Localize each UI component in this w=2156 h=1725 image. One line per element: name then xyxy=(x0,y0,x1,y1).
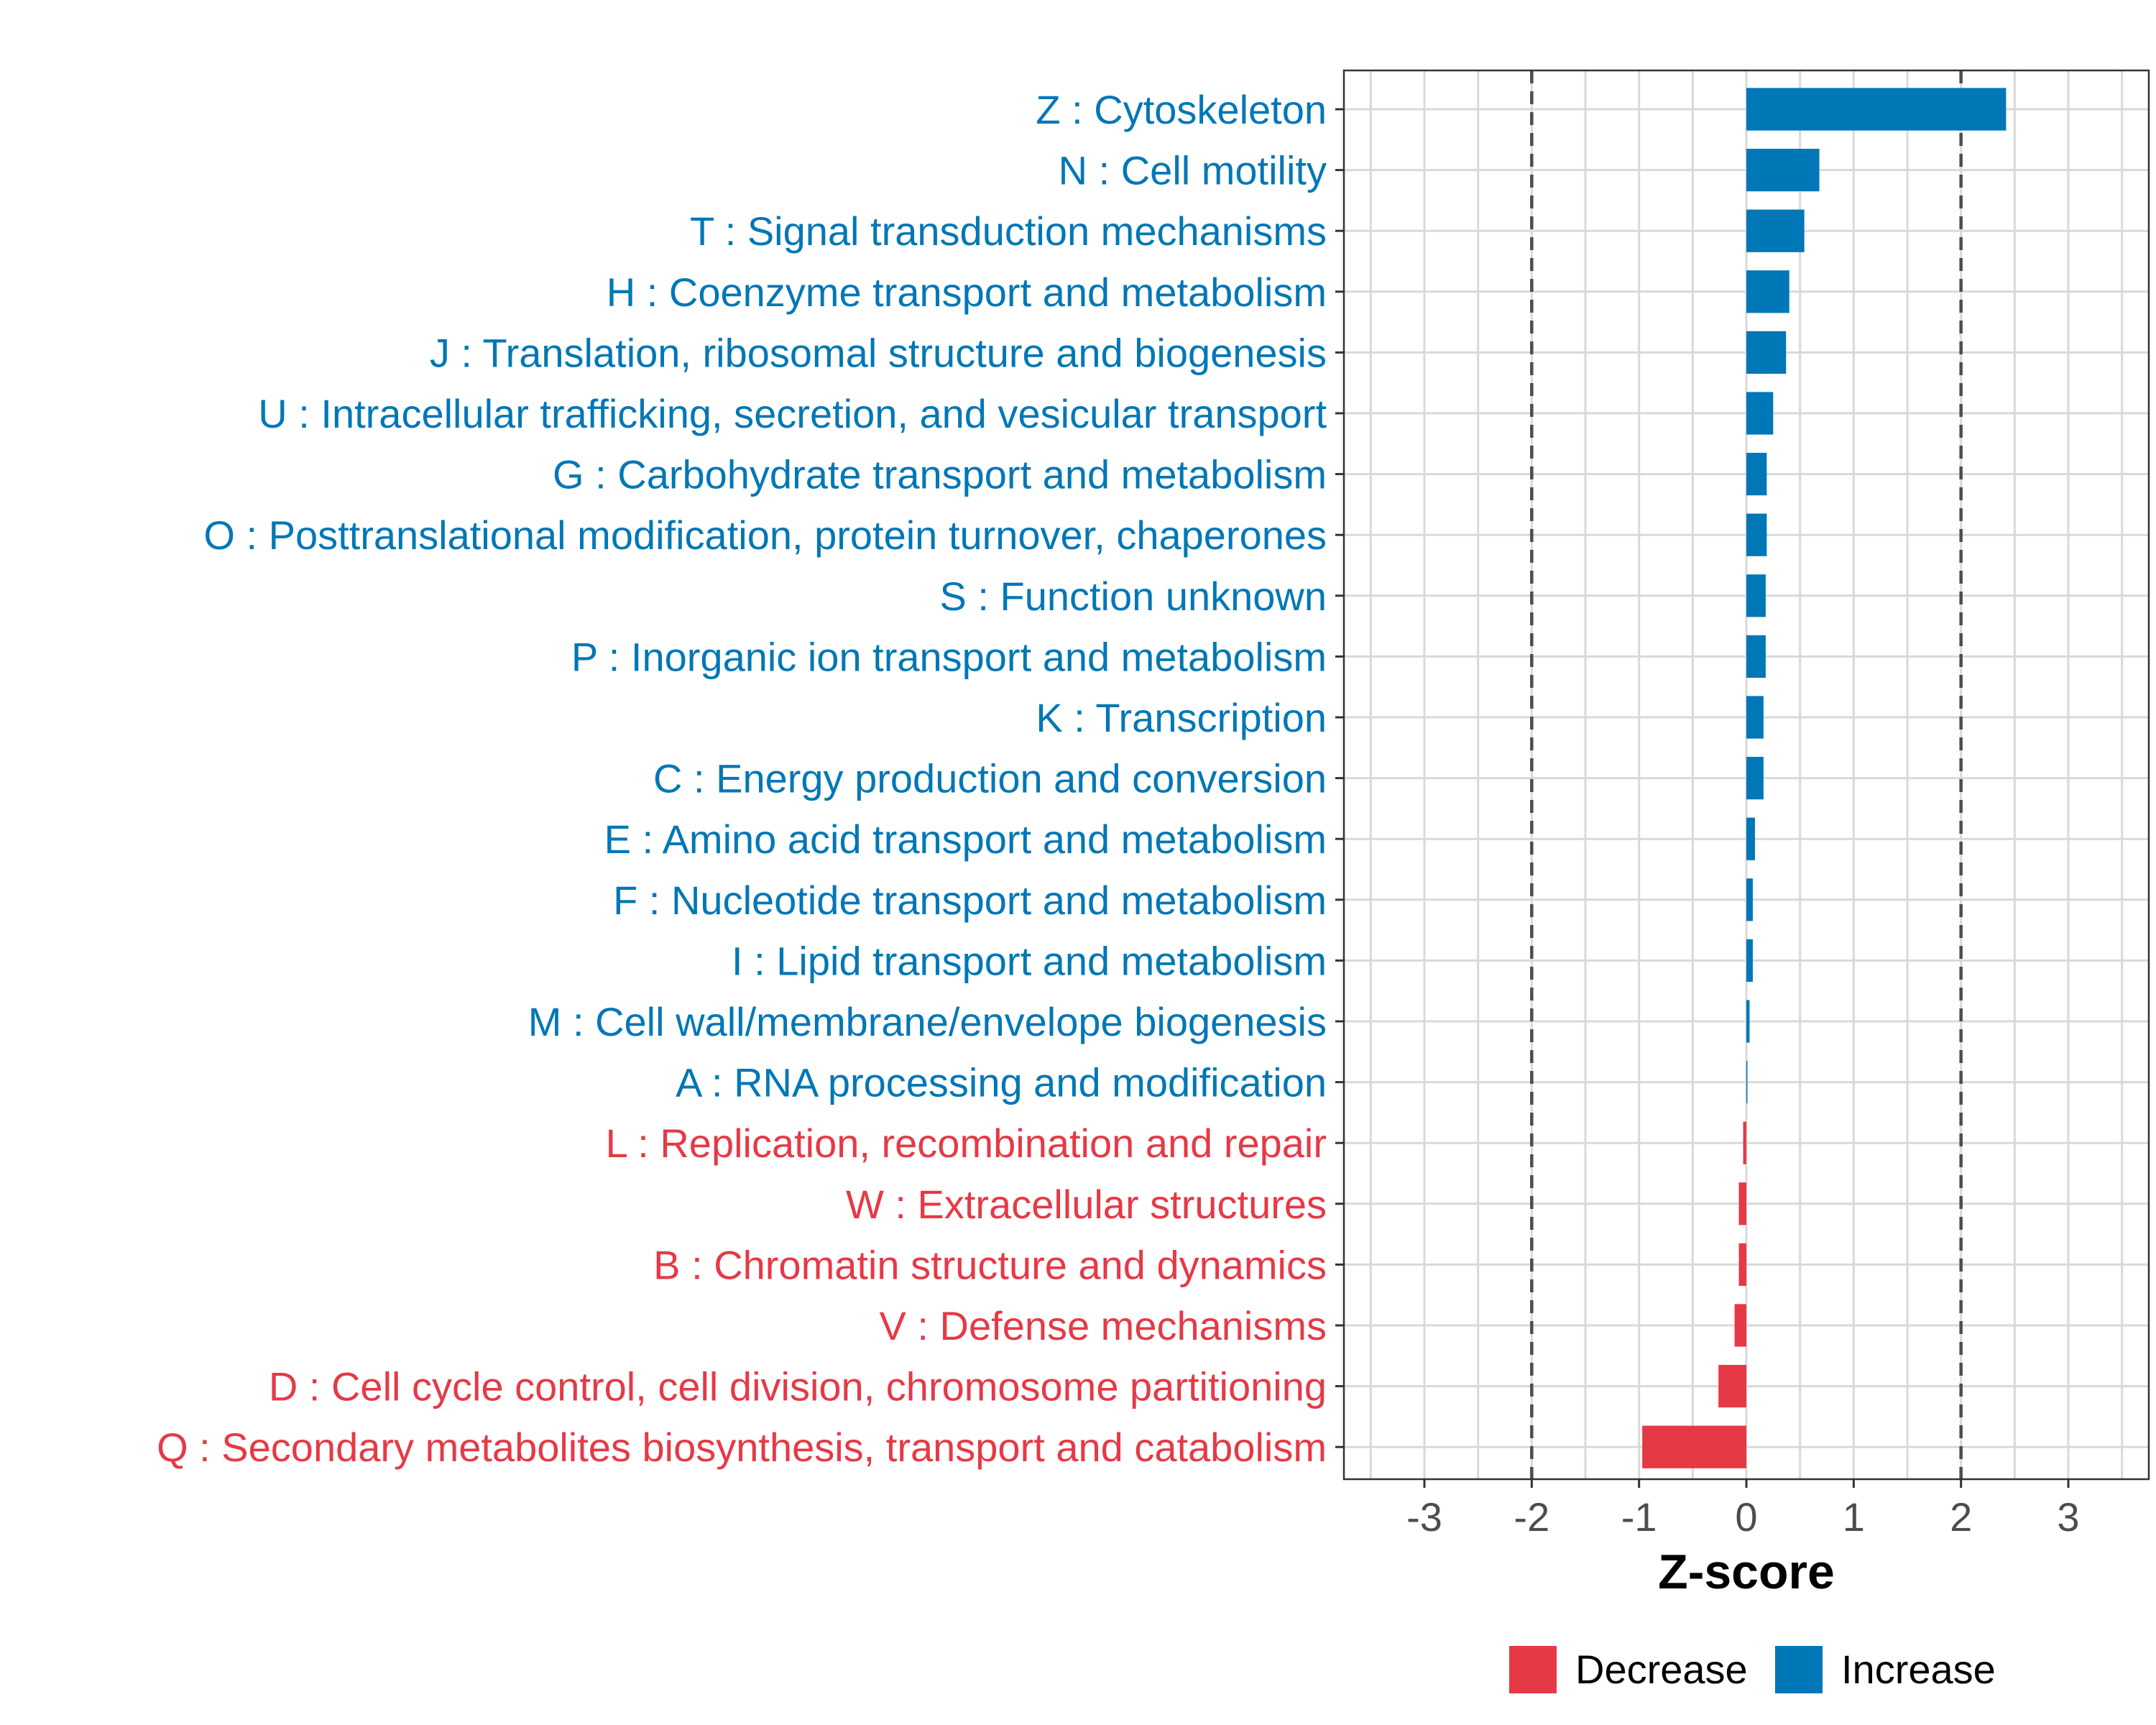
category-label: N : Cell motility xyxy=(1059,148,1327,193)
reference-lines xyxy=(1530,70,1963,1479)
bar xyxy=(1746,392,1774,435)
bar xyxy=(1746,939,1753,983)
bar xyxy=(1738,1182,1746,1225)
y-axis-ticks: Z : Cytoskeleton N : Cell motility T : Sig… xyxy=(157,87,1344,1470)
category-label: J : Translation, ribosomal structure and… xyxy=(430,330,1327,375)
legend-swatch-decrease xyxy=(1509,1646,1557,1693)
category-label: V : Defense mechanisms xyxy=(880,1303,1327,1348)
x-tick-label: 1 xyxy=(1843,1494,1865,1540)
bar xyxy=(1746,635,1766,678)
x-axis-ticks: -3 -2 -1 0 1 2 3 xyxy=(1406,1479,2080,1540)
bar xyxy=(1746,696,1764,739)
bar xyxy=(1746,270,1789,313)
category-label: W : Extracellular structures xyxy=(846,1182,1327,1227)
x-tick-label: 2 xyxy=(1950,1494,1972,1540)
bar xyxy=(1746,452,1767,496)
x-tick-label: -2 xyxy=(1514,1494,1549,1540)
category-label: B : Chromatin structure and dynamics xyxy=(653,1242,1327,1287)
category-label: F : Nucleotide transport and metabolism xyxy=(613,878,1327,923)
legend-swatch-increase xyxy=(1775,1646,1823,1693)
category-label: H : Coenzyme transport and metabolism xyxy=(607,270,1327,315)
category-label: E : Amino acid transport and metabolism xyxy=(604,816,1327,862)
category-label: U : Intracellular trafficking, secretion… xyxy=(258,391,1327,436)
category-label: I : Lipid transport and metabolism xyxy=(732,938,1327,983)
bar xyxy=(1746,88,2007,131)
bar xyxy=(1746,513,1767,556)
x-tick-label: 0 xyxy=(1735,1494,1757,1540)
category-label: A : RNA processing and modification xyxy=(676,1060,1327,1105)
bar xyxy=(1746,756,1764,800)
bar xyxy=(1718,1364,1746,1408)
bar xyxy=(1746,148,1820,192)
bar xyxy=(1642,1425,1746,1468)
x-tick-label: 3 xyxy=(2057,1494,2079,1540)
x-axis-title: Z-score xyxy=(1658,1545,1835,1599)
bar xyxy=(1746,1000,1750,1043)
bar xyxy=(1746,331,1787,374)
bar xyxy=(1746,209,1805,252)
category-label: D : Cell cycle control, cell division, c… xyxy=(269,1364,1327,1409)
category-label: P : Inorganic ion transport and metaboli… xyxy=(571,634,1327,679)
x-tick-label: -3 xyxy=(1406,1494,1442,1540)
bar xyxy=(1743,1121,1746,1164)
category-label: C : Energy production and conversion xyxy=(653,756,1327,801)
x-tick-label: -1 xyxy=(1621,1494,1657,1540)
bar xyxy=(1734,1304,1746,1347)
bar xyxy=(1746,817,1755,860)
category-label: S : Function unknown xyxy=(939,574,1327,619)
legend: Decrease Increase xyxy=(1509,1646,1996,1693)
legend-label-increase: Increase xyxy=(1841,1647,1996,1692)
category-label: Z : Cytoskeleton xyxy=(1036,87,1327,132)
bar xyxy=(1746,574,1766,617)
category-label: O : Posttranslational modification, prot… xyxy=(203,512,1327,558)
legend-label-decrease: Decrease xyxy=(1575,1647,1748,1692)
category-label: T : Signal transduction mechanisms xyxy=(690,208,1327,254)
category-label: M : Cell wall/membrane/envelope biogenes… xyxy=(528,999,1327,1044)
category-label: L : Replication, recombination and repai… xyxy=(606,1121,1327,1166)
category-label: G : Carbohydrate transport and metabolis… xyxy=(553,452,1327,497)
category-label: Q : Secondary metabolites biosynthesis, … xyxy=(157,1425,1327,1470)
bar xyxy=(1746,1060,1748,1104)
grid-lines xyxy=(1344,70,2149,1479)
bars xyxy=(1642,88,2007,1468)
category-label: K : Transcription xyxy=(1036,695,1327,740)
bar xyxy=(1746,878,1753,921)
bar xyxy=(1738,1243,1746,1287)
